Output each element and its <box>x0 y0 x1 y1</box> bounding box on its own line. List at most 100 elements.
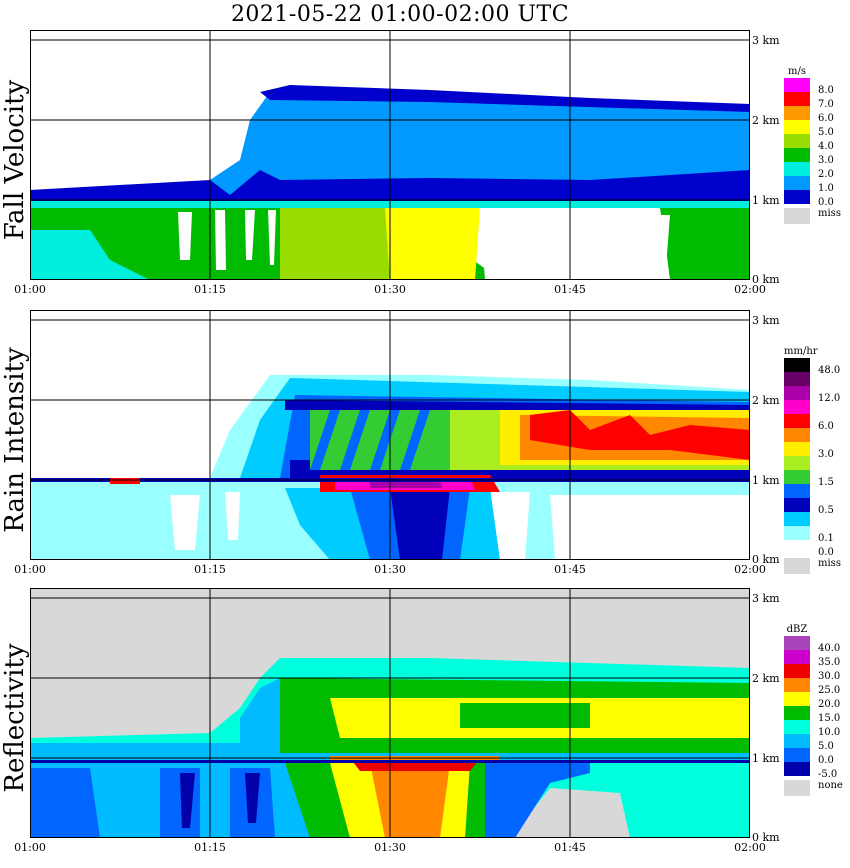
legend-entry: 6.0 <box>784 106 834 124</box>
legend-label: 35.0 <box>818 657 841 668</box>
x-tick: 01:30 <box>374 283 406 296</box>
legend-missing-label: miss <box>818 558 841 569</box>
reflectivity-plot <box>30 588 750 838</box>
legend-swatch <box>784 470 810 484</box>
legend-label: 15.0 <box>818 713 841 724</box>
x-tick: 01:00 <box>14 283 46 296</box>
legend-entry <box>784 372 834 386</box>
legend-swatch <box>784 498 810 512</box>
legend-swatch <box>784 78 810 92</box>
x-tick: 02:00 <box>734 563 766 576</box>
legend-entry: 8.0 <box>784 78 834 96</box>
legend-entry: 12.0 <box>784 386 840 404</box>
fall-velocity-panel: Fall Velocity <box>0 30 850 310</box>
legend-unit: dBZ <box>786 624 808 635</box>
legend-entry: 7.0 <box>784 92 834 110</box>
legend-label: 5.0 <box>818 127 834 138</box>
legend-missing-swatch <box>784 780 810 796</box>
legend-swatch <box>784 748 810 762</box>
panel-label: Rain Intensity <box>0 347 30 533</box>
rf-below-blue <box>30 768 275 838</box>
y-tick: 1 km <box>752 194 780 207</box>
legend-swatch <box>784 428 810 442</box>
legend-swatch <box>784 162 810 176</box>
rf-right-blue <box>485 763 590 838</box>
x-tick: 01:00 <box>14 841 46 854</box>
x-tick: 01:30 <box>374 563 406 576</box>
rain-intensity-panel: Rain Intensity <box>0 310 850 590</box>
panel-label: Fall Velocity <box>0 79 30 241</box>
legend-entry: 0.0 <box>784 748 834 766</box>
ri-cloud-red <box>530 410 750 460</box>
legend-swatch <box>784 148 810 162</box>
legend-swatch <box>784 134 810 148</box>
legend-label: 1.5 <box>818 477 834 488</box>
legend-swatch <box>784 512 810 526</box>
rf-grid <box>30 588 750 838</box>
x-tick: 01:15 <box>194 563 226 576</box>
legend-label: 0.1 <box>818 533 834 544</box>
legend-label: 40.0 <box>818 643 841 654</box>
legend-swatch <box>784 190 810 204</box>
rain-intensity-legend: mm/hr 48.0 12.0 6.0 3.0 1.5 0.5 0.1 0.0 miss <box>784 346 841 574</box>
legend-label: 3.0 <box>818 449 834 460</box>
legend-entry: 3.0 <box>784 148 834 166</box>
legend-entry: 48.0 <box>784 358 840 376</box>
legend-swatch <box>784 540 810 554</box>
x-tick: 02:00 <box>734 841 766 854</box>
legend-entry <box>784 400 834 414</box>
fall-velocity-plot <box>30 30 750 280</box>
rf-cloud-yellow-gap <box>460 703 590 728</box>
legend-label: 0.0 <box>818 755 834 766</box>
legend-label: 3.0 <box>818 155 834 166</box>
legend-entry <box>784 512 834 526</box>
legend-swatch <box>784 414 810 428</box>
legend-label: 8.0 <box>818 85 834 96</box>
y-tick: 2 km <box>752 394 780 407</box>
legend-swatch <box>784 120 810 134</box>
legend-swatch <box>784 706 810 720</box>
y-tick: 0 km <box>752 273 780 286</box>
legend-entry: 4.0 <box>784 134 834 152</box>
legend-swatch <box>784 176 810 190</box>
fv-gaps <box>178 210 670 280</box>
y-tick: 2 km <box>752 114 780 127</box>
reflectivity-panel: Reflectivity <box>0 588 850 868</box>
legend-missing-label: miss <box>818 208 841 219</box>
y-tick: 1 km <box>752 474 780 487</box>
fall-velocity-legend: m/s 8.0 7.0 6.0 5.0 4.0 3.0 2.0 1.0 0.0 miss <box>784 66 841 224</box>
x-tick: 02:00 <box>734 283 766 296</box>
legend-label: 25.0 <box>818 685 841 696</box>
x-tick: 01:45 <box>554 563 586 576</box>
legend-label: 5.0 <box>818 741 834 752</box>
legend-swatch <box>784 456 810 470</box>
legend-label: 6.0 <box>818 113 834 124</box>
legend-entry: 25.0 <box>784 678 840 696</box>
legend-swatch <box>784 442 810 456</box>
legend-entry: 35.0 <box>784 650 840 668</box>
rain-intensity-plot <box>30 310 750 560</box>
legend-entry: 6.0 <box>784 414 834 432</box>
legend-label: 20.0 <box>818 699 841 710</box>
rf-below-darkblue <box>180 773 260 828</box>
legend-label: 6.0 <box>818 421 834 432</box>
legend-entry: 5.0 <box>784 120 834 138</box>
legend-swatch <box>784 636 810 650</box>
legend-entry: 2.0 <box>784 162 834 180</box>
legend-missing: miss <box>784 208 841 224</box>
legend-entry: 0.0 <box>784 540 834 558</box>
legend-swatch <box>784 92 810 106</box>
y-tick: 0 km <box>752 831 780 844</box>
fv-cloud-dark-top <box>260 85 750 112</box>
legend-unit: m/s <box>788 66 806 77</box>
legend-label: 48.0 <box>818 365 841 376</box>
legend-missing-swatch <box>784 208 810 224</box>
legend-swatch <box>784 106 810 120</box>
ri-darkblue-below <box>390 488 450 560</box>
fall-velocity-svg <box>30 30 750 280</box>
x-tick: 01:00 <box>14 563 46 576</box>
fv-rain-lowright <box>660 208 750 280</box>
legend-label: 0.0 <box>818 547 834 558</box>
legend-entry: 3.0 <box>784 442 834 460</box>
fv-rain-yellowgreen <box>280 208 420 280</box>
